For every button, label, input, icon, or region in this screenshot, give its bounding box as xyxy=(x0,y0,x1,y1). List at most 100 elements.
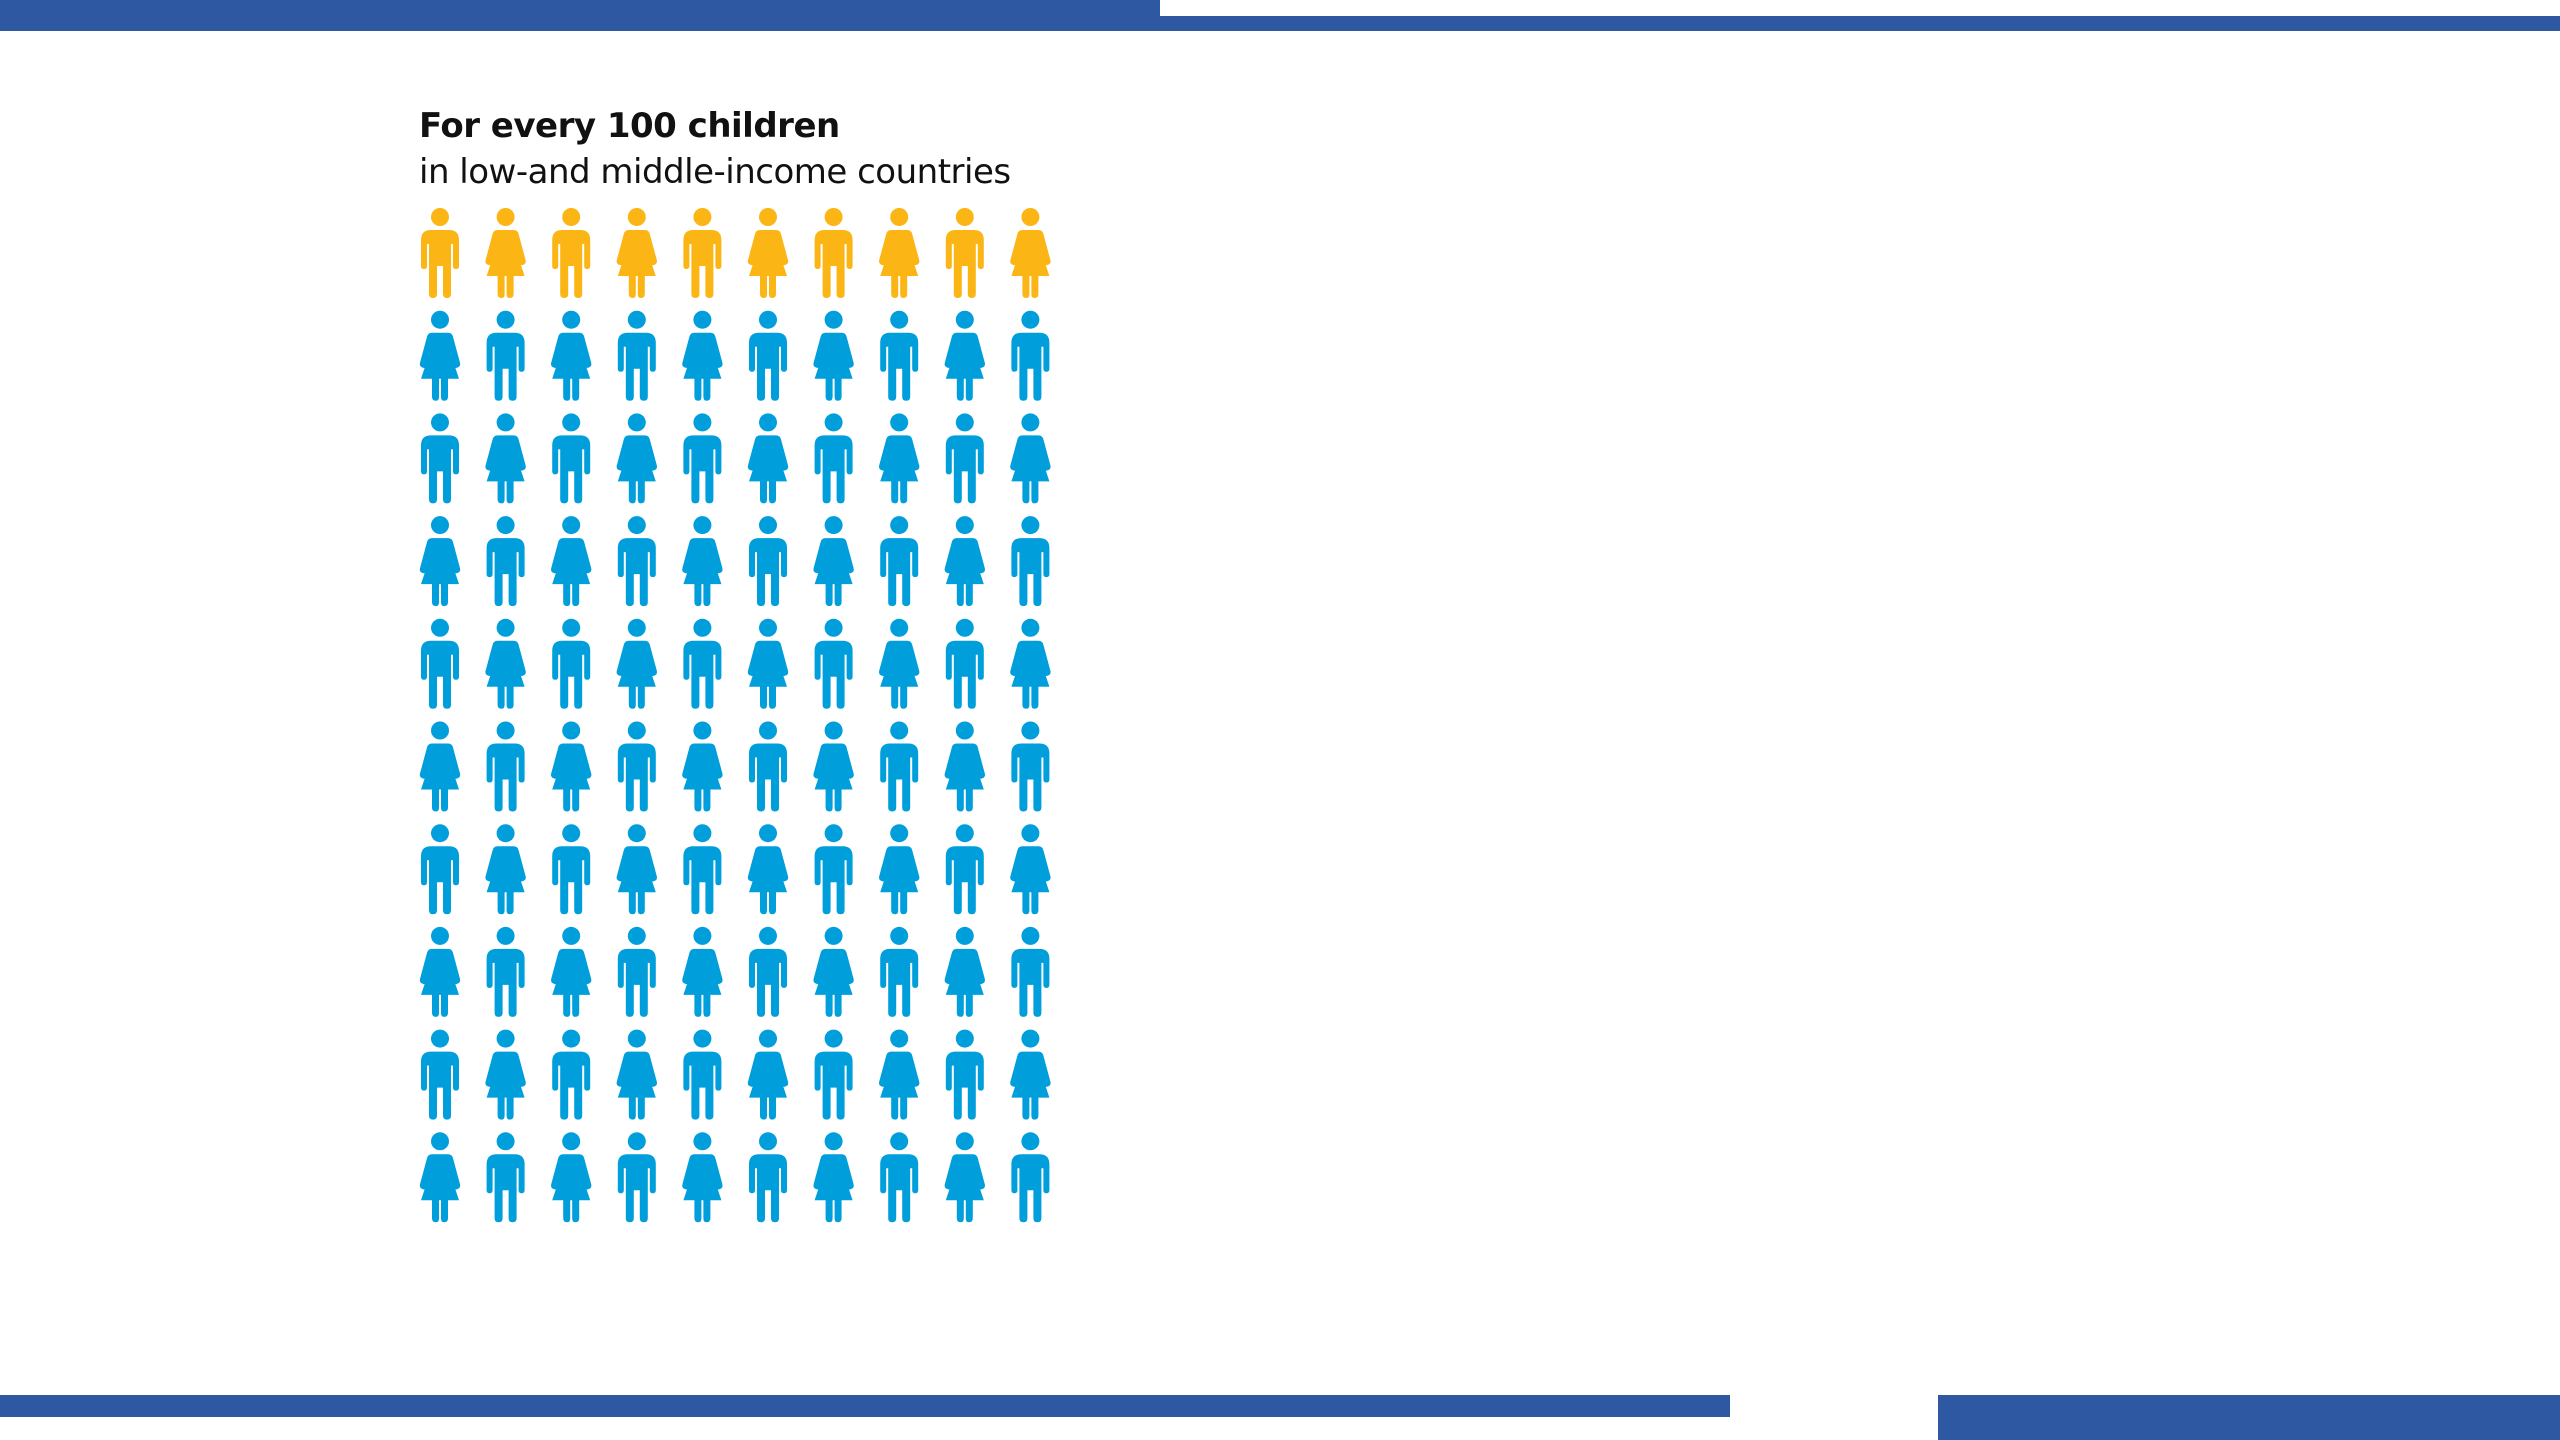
girl-icon-highlighted xyxy=(485,208,526,298)
boy-icon xyxy=(1011,1132,1050,1223)
girl-icon xyxy=(944,721,985,812)
boy-icon-highlighted xyxy=(945,208,984,298)
girl-icon xyxy=(616,618,657,709)
girl-icon xyxy=(1010,618,1051,709)
girl-icon xyxy=(682,721,723,812)
girl-icon xyxy=(485,1029,526,1120)
boy-icon xyxy=(749,310,787,401)
girl-icon xyxy=(747,618,789,709)
girl-icon xyxy=(879,618,920,709)
girl-icon xyxy=(551,1132,592,1223)
girl-icon-highlighted xyxy=(1010,208,1051,298)
boy-icon xyxy=(945,618,984,709)
girl-icon xyxy=(616,824,657,915)
boy-icon-highlighted xyxy=(814,208,853,298)
girl-icon xyxy=(813,516,854,607)
boy-icon xyxy=(1011,926,1050,1017)
boy-icon xyxy=(552,618,591,709)
girl-icon xyxy=(616,413,657,504)
boy-icon xyxy=(552,824,591,915)
boy-icon xyxy=(617,721,656,812)
boy-icon xyxy=(552,413,591,504)
girl-icon xyxy=(485,618,526,709)
boy-icon xyxy=(617,310,656,401)
boy-icon xyxy=(421,413,459,504)
boy-icon xyxy=(814,618,853,709)
girl-icon-highlighted xyxy=(747,208,789,298)
girl-icon-highlighted xyxy=(879,208,920,298)
girl-icon xyxy=(1010,413,1051,504)
boy-icon xyxy=(880,721,919,812)
boy-icon xyxy=(683,824,722,915)
boy-icon xyxy=(617,1132,656,1223)
boy-icon xyxy=(749,926,787,1017)
girl-icon xyxy=(419,310,461,401)
girl-icon xyxy=(879,413,920,504)
boy-icon xyxy=(486,516,525,607)
girl-icon xyxy=(419,1132,461,1223)
boy-icon xyxy=(683,413,722,504)
boy-icon xyxy=(617,926,656,1017)
girl-icon xyxy=(747,1029,789,1120)
boy-icon xyxy=(814,1029,853,1120)
boy-icon xyxy=(1011,721,1050,812)
bottom-frame-bar-left xyxy=(0,1395,1730,1417)
boy-icon xyxy=(945,413,984,504)
boy-icon xyxy=(814,824,853,915)
girl-icon xyxy=(682,926,723,1017)
girl-icon xyxy=(813,721,854,812)
girl-icon xyxy=(682,516,723,607)
boy-icon xyxy=(880,1132,919,1223)
boy-icon xyxy=(486,721,525,812)
girl-icon xyxy=(1010,1029,1051,1120)
boy-icon xyxy=(683,1029,722,1120)
girl-icon-highlighted xyxy=(616,208,657,298)
girl-icon xyxy=(419,721,461,812)
girl-icon xyxy=(682,310,723,401)
girl-icon xyxy=(485,413,526,504)
girl-icon xyxy=(682,1132,723,1223)
boy-icon xyxy=(486,1132,525,1223)
boy-icon xyxy=(749,1132,787,1223)
boy-icon-highlighted xyxy=(552,208,591,298)
girl-icon xyxy=(551,926,592,1017)
girl-icon xyxy=(1010,824,1051,915)
girl-icon xyxy=(551,721,592,812)
boy-icon xyxy=(1011,516,1050,607)
girl-icon xyxy=(944,1132,985,1223)
boy-icon xyxy=(421,824,459,915)
girl-icon xyxy=(813,926,854,1017)
top-frame-bar-right xyxy=(1160,16,2560,31)
boy-icon xyxy=(486,926,525,1017)
boy-icon xyxy=(421,618,459,709)
girl-icon xyxy=(944,310,985,401)
boy-icon-highlighted xyxy=(421,208,459,298)
boy-icon xyxy=(486,310,525,401)
girl-icon xyxy=(485,824,526,915)
boy-icon xyxy=(945,1029,984,1120)
chart-subtitle: in low-and middle-income countries xyxy=(419,152,1011,192)
girl-icon xyxy=(879,1029,920,1120)
boy-icon xyxy=(749,721,787,812)
girl-icon xyxy=(879,824,920,915)
top-frame-bar-left xyxy=(0,0,1160,31)
boy-icon xyxy=(880,310,919,401)
boy-icon-highlighted xyxy=(683,208,722,298)
girl-icon xyxy=(419,926,461,1017)
girl-icon xyxy=(944,926,985,1017)
boy-icon xyxy=(617,516,656,607)
girl-icon xyxy=(813,310,854,401)
bottom-frame-bar-right xyxy=(1938,1395,2560,1440)
boy-icon xyxy=(880,926,919,1017)
girl-icon xyxy=(551,310,592,401)
boy-icon xyxy=(552,1029,591,1120)
boy-icon xyxy=(814,413,853,504)
girl-icon xyxy=(944,516,985,607)
boy-icon xyxy=(1011,310,1050,401)
boy-icon xyxy=(421,1029,459,1120)
boy-icon xyxy=(683,618,722,709)
boy-icon xyxy=(945,824,984,915)
girl-icon xyxy=(551,516,592,607)
girl-icon xyxy=(747,824,789,915)
